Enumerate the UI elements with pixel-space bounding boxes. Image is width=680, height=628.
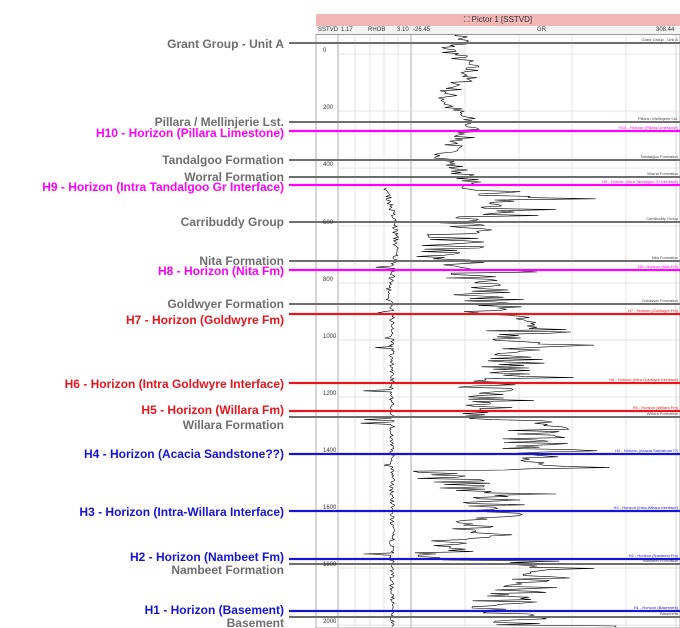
gr-max-label: 308.44 bbox=[656, 27, 675, 33]
depth-track-header: SSTVD bbox=[318, 27, 339, 33]
marker-track-label: Grant Group - Unit A bbox=[641, 37, 678, 42]
marker-label[interactable]: H9 - Horizon (Intra Tandalgoo Gr Interfa… bbox=[42, 180, 284, 194]
depth-tick-label: 600 bbox=[323, 220, 334, 226]
marker-track-label: Worral Formation bbox=[647, 171, 678, 176]
marker-track-label: H8 - Horizon (Nita Fm) bbox=[637, 264, 678, 269]
depth-tick-label: 1800 bbox=[323, 562, 337, 568]
marker-track-label: Goldwyer Formation bbox=[641, 298, 678, 303]
rhob-min-label: 1.17 bbox=[341, 27, 353, 33]
marker-label[interactable]: Basement bbox=[226, 616, 284, 628]
marker-label[interactable]: Tandalgoo Formation bbox=[162, 153, 284, 167]
depth-tick-label: 200 bbox=[323, 105, 334, 111]
marker-track-label: Nita Formation bbox=[651, 255, 678, 260]
marker-label[interactable]: Nambeet Formation bbox=[171, 563, 284, 577]
marker-label[interactable]: Willara Formation bbox=[182, 418, 284, 432]
depth-tick-label: 2000 bbox=[323, 619, 337, 625]
marker-label[interactable]: H6 - Horizon (Intra Goldwyre Interface) bbox=[64, 377, 284, 391]
depth-tick-label: 1000 bbox=[323, 334, 337, 340]
depth-tick-label: 1600 bbox=[323, 505, 337, 511]
marker-track-label: H10 - Horizon (Pillara Limestone) bbox=[618, 125, 678, 130]
marker-track-label: H2 - Horizon (Nambeet Fm) bbox=[628, 553, 678, 558]
rhob-name-label: RHOB bbox=[368, 27, 386, 33]
depth-tick-label: 400 bbox=[323, 162, 334, 168]
gr-name-label: GR bbox=[537, 27, 546, 33]
marker-label[interactable]: H3 - Horizon (Intra-Willara Interface) bbox=[79, 505, 284, 519]
marker-track-label: H7 - Horizon (Goldwyre Fm) bbox=[627, 308, 678, 313]
marker-label[interactable]: H1 - Horizon (Basement) bbox=[144, 603, 284, 617]
marker-label[interactable]: H8 - Horizon (Nita Fm) bbox=[158, 264, 284, 278]
marker-track-label: H4 - Horizon (Acacia Sandstone??) bbox=[615, 448, 678, 453]
marker-track-label: H6 - Horizon (Intra Goldwyre Interface) bbox=[609, 377, 678, 382]
marker-track-label: Carribuddy Group bbox=[646, 216, 678, 221]
marker-label[interactable]: H4 - Horizon (Acacia Sandstone??) bbox=[83, 447, 284, 461]
marker-label[interactable]: Goldwyer Formation bbox=[167, 297, 284, 311]
marker-label[interactable]: H10 - Horizon (Pillara Limestone) bbox=[95, 126, 284, 140]
marker-label[interactable]: Worral Formation bbox=[184, 170, 284, 184]
marker-label[interactable]: H5 - Horizon (Willara Fm) bbox=[141, 403, 284, 417]
marker-track-label: H5 - Horizon (Willara Fm) bbox=[632, 405, 678, 410]
marker-track-label: H3 - Horizon (Intra-Willara Interface) bbox=[613, 505, 678, 510]
marker-track-label: Willara Formation bbox=[646, 411, 678, 416]
marker-track-label: Nambeet Formation bbox=[642, 558, 678, 563]
marker-track-label: Tandalgoo Formation bbox=[640, 154, 678, 159]
depth-tick-label: 1200 bbox=[323, 391, 337, 397]
depth-tick-label: 0 bbox=[323, 48, 327, 54]
marker-label[interactable]: Pillara / Mellinjerie Lst. bbox=[154, 115, 284, 129]
marker-label[interactable]: H7 - Horizon (Goldwyre Fm) bbox=[125, 313, 284, 327]
marker-track-label: H1 - Horizon (Basement) bbox=[633, 605, 678, 610]
marker-label[interactable]: Grant Group - Unit A bbox=[167, 37, 284, 51]
gr-min-label: -26.45 bbox=[413, 27, 431, 33]
track-header-bar bbox=[316, 26, 680, 35]
marker-track-label: Pillara / Mellinjerie Lst. bbox=[637, 116, 678, 121]
marker-track-label: Basement bbox=[659, 611, 678, 616]
marker-track-label: H9 - Horizon (Intra Tandalgoo Gr Interfa… bbox=[602, 179, 678, 184]
depth-tick-label: 800 bbox=[323, 277, 334, 283]
marker-label[interactable]: Carribuddy Group bbox=[180, 215, 284, 229]
depth-tick-label: 1400 bbox=[323, 448, 337, 454]
marker-label[interactable]: Nita Formation bbox=[199, 254, 284, 268]
rhob-max-label: 3.10 bbox=[397, 27, 409, 33]
marker-label[interactable]: H2 - Horizon (Nambeet Fm) bbox=[129, 550, 284, 564]
